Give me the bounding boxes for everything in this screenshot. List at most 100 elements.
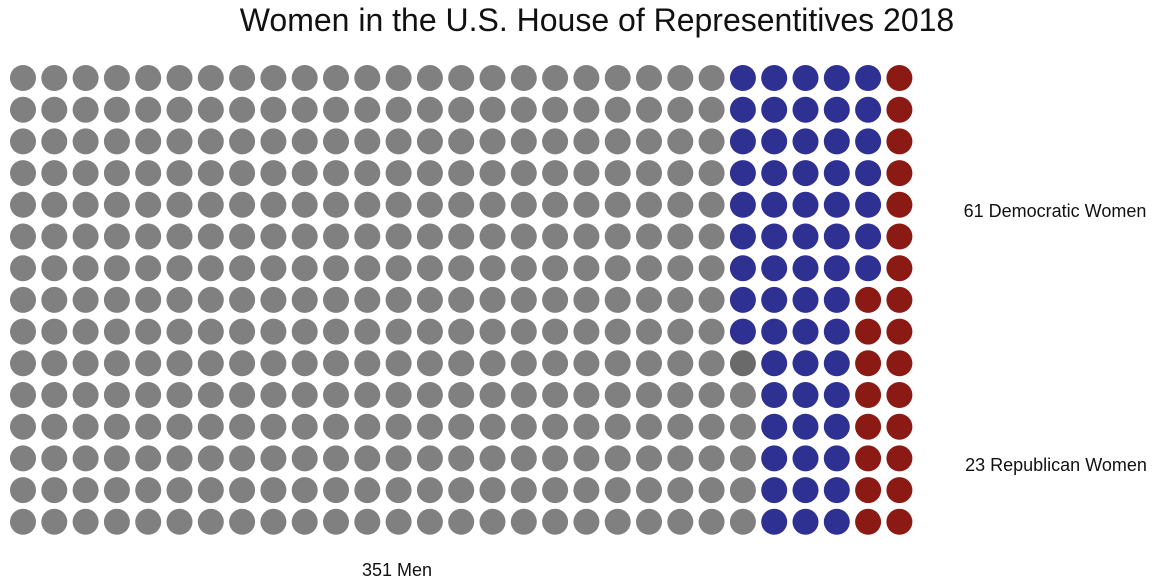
dot-man (385, 286, 412, 313)
dot-man (166, 65, 193, 91)
dot-man (41, 191, 68, 218)
dot-man (260, 255, 287, 282)
dot-democratic-woman (761, 286, 788, 313)
dot-man (291, 413, 318, 440)
dot-man (135, 128, 162, 155)
dot-man (260, 286, 287, 313)
dot-democratic-woman (823, 96, 850, 123)
dot-man (229, 191, 256, 218)
dot-democratic-woman (792, 382, 819, 408)
dot-man (323, 350, 349, 377)
dot-man (385, 382, 412, 408)
dot-man (698, 508, 725, 535)
dot-democratic-woman (761, 96, 788, 123)
dot-man (291, 160, 318, 187)
dot-man (197, 350, 224, 377)
dot-democratic-woman (855, 160, 882, 187)
dot-man (416, 255, 443, 282)
dot-man (542, 318, 569, 345)
dot-man (636, 350, 662, 377)
dot-republican-woman (886, 286, 913, 313)
dot-man (636, 191, 662, 218)
dot-democratic-woman (761, 318, 788, 345)
dot-grid (10, 65, 913, 535)
dot-man (260, 413, 287, 440)
dot-man (667, 318, 694, 345)
dot-man (166, 191, 193, 218)
dot-man (636, 255, 662, 282)
dot-man (354, 223, 381, 250)
dot-man (103, 508, 130, 535)
dot-democratic-woman (823, 413, 850, 440)
dot-man (103, 160, 130, 187)
dot-man (573, 286, 600, 313)
dot-man (385, 160, 412, 187)
dot-man (72, 382, 99, 408)
dot-man (166, 286, 193, 313)
dot-man (260, 445, 287, 472)
dot-man (416, 286, 443, 313)
dot-man (542, 508, 569, 535)
dot-man (197, 223, 224, 250)
dot-man (354, 477, 381, 504)
dot-democratic-woman (792, 508, 819, 535)
dot-man (291, 96, 318, 123)
dot-man (729, 477, 756, 504)
dot-man (229, 255, 256, 282)
dot-man (636, 286, 662, 313)
dot-man (479, 350, 506, 377)
dot-man (416, 160, 443, 187)
dot-man (542, 128, 569, 155)
dot-republican-woman (886, 96, 913, 123)
dot-democratic-woman (823, 445, 850, 472)
dot-man (448, 160, 475, 187)
dot-man (135, 382, 162, 408)
dot-man (667, 445, 694, 472)
dot-republican-woman (855, 382, 882, 408)
dot-man (573, 350, 600, 377)
dot-man (354, 318, 381, 345)
dot-man (636, 477, 662, 504)
dot-man (166, 350, 193, 377)
dot-man (291, 65, 318, 91)
dot-man (103, 477, 130, 504)
dot-man (573, 413, 600, 440)
dot-man (698, 382, 725, 408)
dot-man (667, 286, 694, 313)
dot-democratic-woman (823, 318, 850, 345)
dot-republican-woman (855, 318, 882, 345)
dot-democratic-woman (823, 350, 850, 377)
dot-man (291, 128, 318, 155)
dot-man (72, 128, 99, 155)
dot-democratic-woman (855, 255, 882, 282)
dot-man (729, 508, 756, 535)
dot-man (10, 286, 36, 313)
dot-man (479, 255, 506, 282)
dot-man (385, 128, 412, 155)
dot-man (385, 255, 412, 282)
dot-man (135, 255, 162, 282)
dot-man (72, 65, 99, 91)
dot-man (72, 445, 99, 472)
dot-democratic-woman (792, 160, 819, 187)
dot-man (448, 255, 475, 282)
dot-man (667, 477, 694, 504)
dot-man (448, 286, 475, 313)
dot-man (10, 96, 36, 123)
dot-republican-woman (855, 413, 882, 440)
dot-man (698, 286, 725, 313)
dot-man (135, 191, 162, 218)
dot-man (260, 160, 287, 187)
dot-man (323, 508, 349, 535)
dot-man (448, 96, 475, 123)
label-republican-women: 23 Republican Women (965, 455, 1147, 475)
dot-man (41, 223, 68, 250)
dot-man (636, 508, 662, 535)
dot-man (72, 477, 99, 504)
dot-man (510, 96, 537, 123)
dot-man (103, 255, 130, 282)
dot-man (698, 191, 725, 218)
dot-man (448, 382, 475, 408)
dot-man (229, 382, 256, 408)
